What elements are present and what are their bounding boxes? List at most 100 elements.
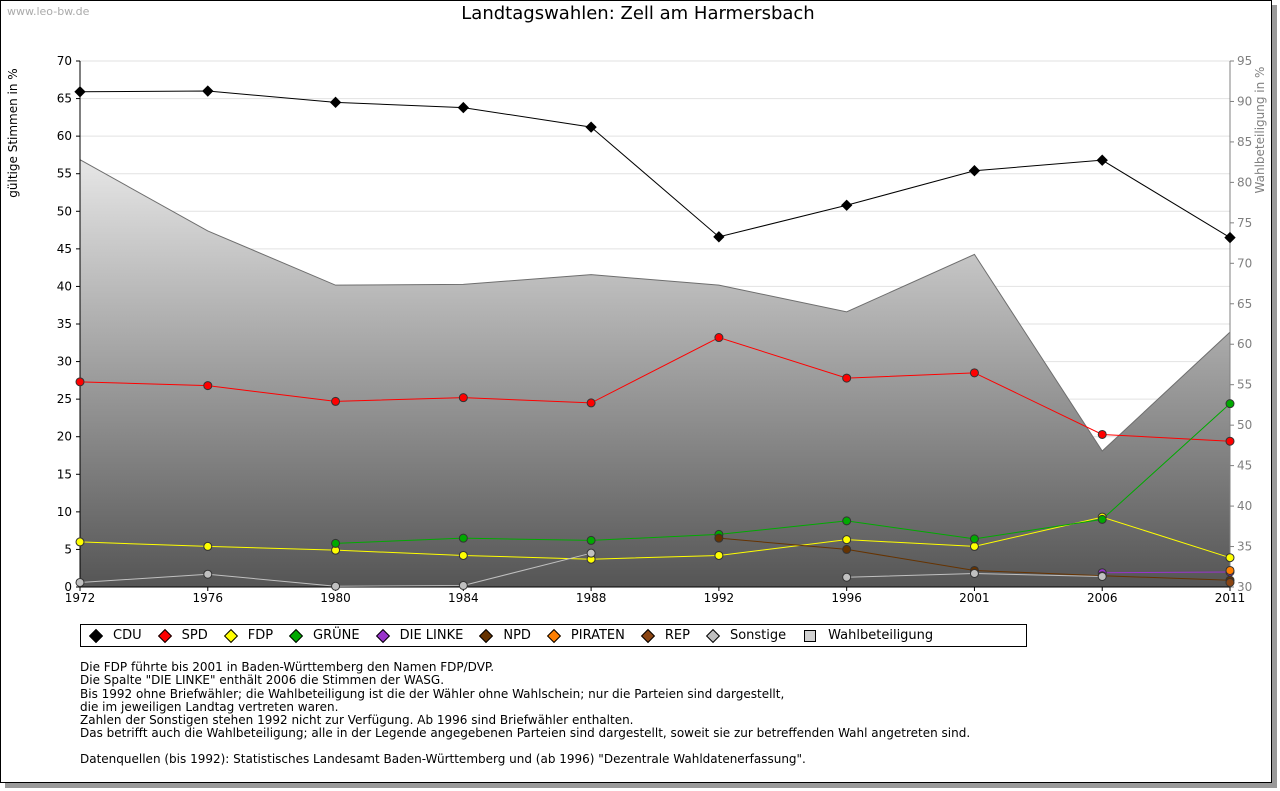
data-source-note: Datenquellen (bis 1992): Statistisches L… [80, 752, 806, 766]
x-tick-label: 2006 [1087, 591, 1118, 605]
legend: CDU SPD FDP GRÜNE DIE LINKE NPD PIRATEN REP Sons… [80, 624, 1027, 647]
y-tick-label: 40 [57, 279, 72, 293]
y-tick-label: 25 [57, 392, 72, 406]
legend-item-spd: SPD [157, 628, 208, 643]
x-tick-label: 1988 [576, 591, 607, 605]
data-point-spd [1097, 429, 1107, 439]
legend-marker [640, 628, 655, 643]
legend-marker [546, 628, 561, 643]
data-point-sonstige [842, 572, 852, 582]
y2-axis-label: Wahlbeteiligung in % [1253, 67, 1267, 194]
legend-marker [479, 628, 494, 643]
data-point-npd [842, 544, 852, 554]
data-point-fdp [714, 550, 724, 560]
legend-item-cdu: CDU [88, 628, 142, 643]
legend-item-gr-ne: GRÜNE [288, 628, 360, 643]
legend-label: NPD [503, 628, 531, 643]
series-line-gr-ne [335, 403, 1231, 544]
legend-marker [288, 628, 304, 643]
data-point-sonstige [331, 581, 341, 591]
data-point-sonstige [458, 580, 468, 590]
y-tick-label: 65 [57, 92, 72, 106]
data-point-spd [842, 373, 852, 383]
legend-item-wahlbeteiligung: Wahlbeteiligung [804, 628, 933, 643]
legend-label: REP [664, 628, 690, 643]
x-tick-label: 1976 [193, 591, 224, 605]
legend-marker [375, 628, 390, 643]
data-point-sonstige [75, 577, 85, 587]
note-line: Die Spalte "DIE LINKE" enthält 2006 die … [80, 673, 445, 688]
y-tick-label: 30 [57, 355, 72, 369]
series-line-spd [79, 336, 1231, 442]
y2-tick-label: 50 [1237, 418, 1252, 432]
series-line-cdu [79, 90, 1231, 239]
data-point-cdu [841, 199, 853, 211]
y2-tick-label: 95 [1237, 54, 1252, 68]
y2-tick-label: 40 [1237, 499, 1252, 513]
data-point-gr-ne [842, 516, 852, 526]
legend-marker [804, 629, 817, 642]
data-point-spd [458, 393, 468, 403]
note-line: Die FDP führte bis 2001 in Baden-Württem… [80, 660, 495, 674]
legend-label: SPD [181, 628, 208, 643]
y-tick-label: 50 [57, 204, 72, 218]
y-tick-label: 15 [57, 467, 72, 481]
series-line-die-linke [1102, 571, 1231, 574]
y-tick-label: 35 [57, 317, 72, 331]
legend-marker [88, 628, 104, 643]
data-point-spd [203, 381, 213, 391]
data-point-cdu [457, 101, 469, 114]
x-tick-label: 2001 [959, 591, 990, 605]
y-tick-label: 5 [64, 542, 72, 556]
notes: Die FDP führte bis 2001 in Baden-Württem… [80, 660, 970, 741]
turnout-line [79, 159, 1231, 452]
data-point-spd [75, 377, 85, 387]
x-tick-label: 1996 [831, 591, 862, 605]
data-point-spd [331, 396, 341, 406]
data-point-gr-ne [1225, 399, 1235, 409]
data-point-fdp [969, 541, 979, 551]
data-point-spd [1225, 436, 1235, 446]
legend-label: GRÜNE [313, 628, 360, 643]
y2-tick-label: 80 [1237, 175, 1252, 189]
data-point-cdu [1224, 231, 1236, 244]
data-point-fdp [458, 550, 468, 560]
y2-tick-label: 30 [1237, 580, 1252, 594]
legend-label: CDU [113, 628, 142, 643]
note-line: Bis 1992 ohne Briefwähler; die Wahlbetei… [80, 686, 785, 701]
data-point-gr-ne [458, 533, 468, 543]
legend-item-fdp: FDP [223, 628, 273, 643]
data-point-cdu [585, 121, 597, 133]
data-point-cdu [1096, 154, 1108, 166]
data-point-spd [714, 333, 724, 343]
data-point-piraten [1225, 565, 1235, 575]
y-tick-label: 0 [64, 580, 72, 594]
watermark: www.leo-bw.de [7, 5, 90, 18]
legend-label: PIRATEN [570, 628, 625, 643]
data-point-fdp [203, 541, 213, 551]
legend-item-npd: NPD [479, 628, 531, 643]
turnout-area [80, 159, 1230, 588]
data-point-cdu [713, 231, 725, 243]
data-point-cdu [329, 96, 342, 108]
y2-tick-label: 55 [1237, 378, 1252, 392]
legend-marker [705, 628, 721, 643]
legend-item-sonstige: Sonstige [705, 628, 786, 643]
data-point-gr-ne [586, 535, 596, 545]
x-tick-label: 1972 [65, 591, 96, 605]
data-point-gr-ne [969, 534, 979, 544]
data-point-fdp [75, 537, 85, 547]
y2-tick-label: 75 [1237, 216, 1252, 230]
y-tick-label: 70 [57, 54, 72, 68]
data-point-npd [714, 533, 724, 543]
legend-item-piraten: PIRATEN [546, 628, 625, 643]
data-point-spd [969, 368, 979, 378]
legend-item-die-linke: DIE LINKE [375, 628, 463, 643]
data-point-fdp [1225, 553, 1235, 563]
x-tick-label: 1984 [448, 591, 479, 605]
y2-tick-label: 60 [1237, 337, 1252, 351]
data-point-fdp [842, 535, 852, 545]
legend-marker [223, 628, 238, 643]
legend-label: Wahlbeteiligung [828, 628, 934, 643]
